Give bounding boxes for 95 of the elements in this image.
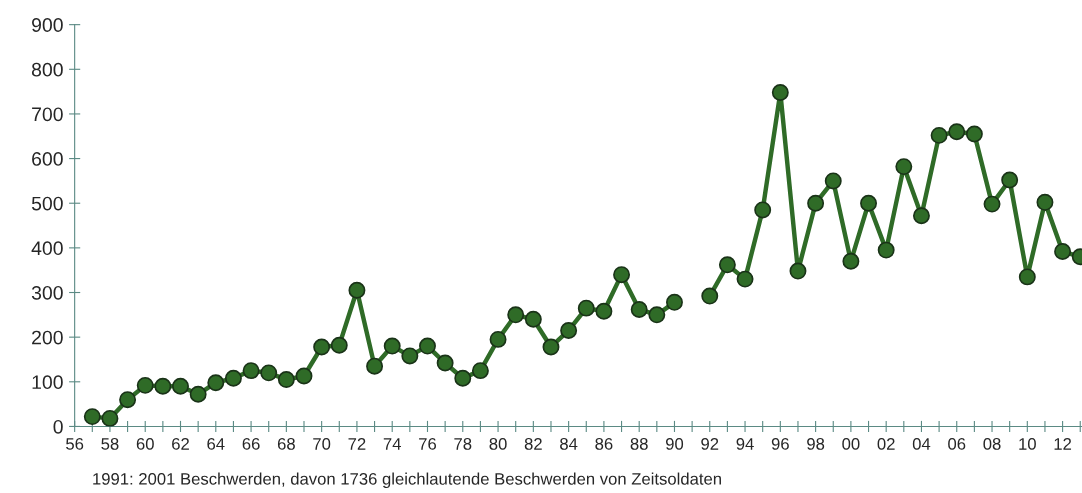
x-tick-label: 96 [771,438,789,450]
point [295,367,313,385]
point [83,408,101,426]
point [895,158,913,176]
point [489,330,507,348]
x-tick-label: 12 [1054,438,1072,450]
x-tick-label: 70 [313,438,331,450]
point [101,409,119,427]
point [154,377,172,395]
point [1001,171,1019,189]
x-tick-label: 88 [630,438,648,450]
x-tick-label: 94 [736,438,754,450]
x-tick-label: 00 [842,438,860,450]
point [454,369,472,387]
x-tick-label: 08 [983,438,1001,450]
x-tick-label: 06 [948,438,966,450]
x-tick-label: 78 [454,438,472,450]
x-tick-label: 80 [489,438,507,450]
y-tick-label: 0 [53,419,63,434]
x-tick-label: 72 [348,438,366,450]
point [754,201,772,219]
point [771,84,789,101]
point [348,281,366,299]
point [189,385,207,403]
x-tick-label: 60 [136,438,154,450]
point [577,299,595,317]
point [560,321,578,339]
point [242,362,260,380]
point [419,337,436,355]
x-tick-label: 74 [383,438,401,450]
x-tick-label: 86 [595,438,613,450]
point [366,357,384,375]
point [507,306,525,324]
point [401,347,419,365]
point [224,369,242,387]
point [630,301,648,318]
point [277,371,295,389]
point [1036,193,1054,211]
x-tick-label: 76 [419,438,437,450]
point [136,376,154,394]
point [718,256,736,274]
x-tick-label: 56 [66,438,84,450]
point [330,336,348,354]
x-tick-label: 64 [207,438,225,450]
point [542,338,560,356]
point [965,125,983,143]
point [172,377,189,395]
x-tick-label: 66 [242,438,260,450]
y-tick-label: 400 [31,241,63,256]
x-tick-label: 98 [807,438,825,450]
point [824,172,842,190]
point [595,302,613,320]
y-tick-label: 200 [32,330,63,345]
point [930,126,948,144]
point [860,194,878,212]
y-tick-label: 300 [31,285,63,300]
point [912,207,930,225]
point [613,266,631,284]
y-tick-label: 800 [31,62,63,77]
point [313,338,331,356]
y-tick-label: 900 [32,18,63,32]
point [983,195,1001,213]
x-tick-label: 68 [277,438,295,450]
point [436,354,454,372]
y-tick-label: 700 [32,107,63,122]
point [736,270,754,288]
point [524,310,542,328]
point [260,364,278,382]
y-tick-label: 100 [32,375,63,390]
point [877,241,895,259]
point [1054,242,1072,260]
point [666,293,683,311]
point [948,123,966,141]
point [842,252,860,270]
point [807,194,825,212]
point [119,391,137,409]
point [1018,268,1036,286]
point [648,306,666,324]
x-tick-label: 92 [701,438,719,450]
x-tick-label: 04 [912,438,931,450]
x-tick-label: 82 [524,438,542,450]
x-tick-label: 02 [877,438,895,450]
y-tick-label: 500 [31,196,63,211]
point [383,337,401,355]
point [471,362,489,380]
x-tick-label: 58 [101,438,119,450]
x-tick-label: 90 [665,438,684,450]
point [207,374,225,392]
point [789,262,807,280]
x-tick-label: 84 [560,438,578,450]
x-tick-label: 62 [172,438,189,450]
x-tick-label: 10 [1019,438,1036,450]
y-tick-label: 600 [32,152,63,166]
point [701,287,719,305]
text: 1991: 2001 Beschwerden, davon 1736 gleichlautende Beschwerden von Zeitsoldaten [93,472,721,489]
